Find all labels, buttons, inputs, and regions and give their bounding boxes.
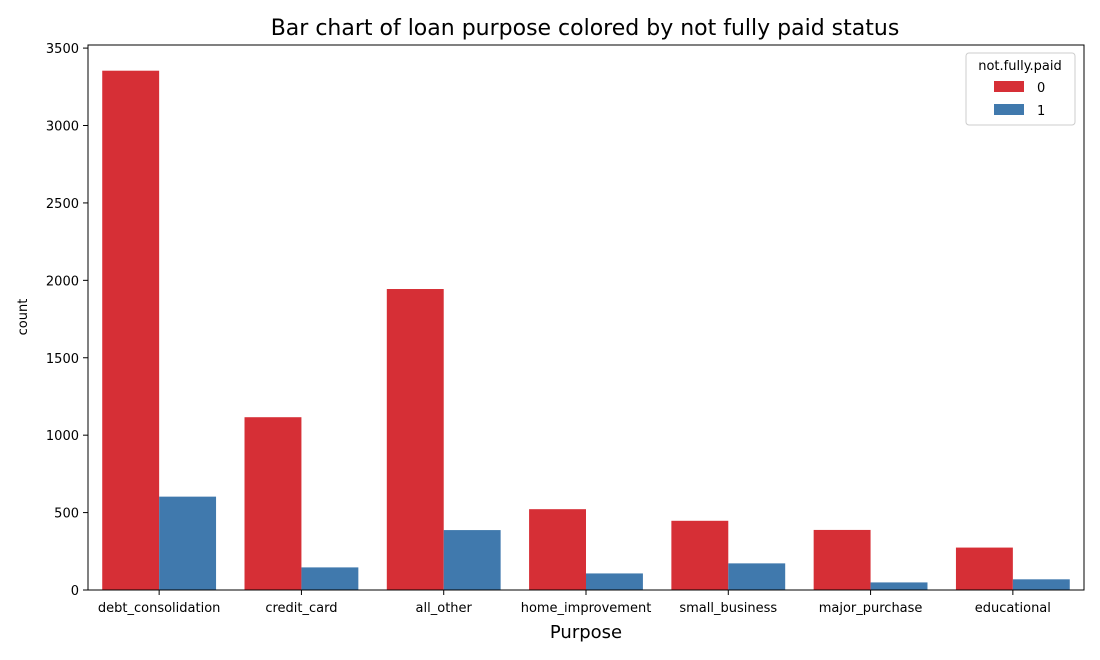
x-tick-label: credit_card <box>265 601 337 616</box>
y-tick-label: 2500 <box>46 197 79 212</box>
legend-swatch-1 <box>994 104 1024 115</box>
x-tick-label: small_business <box>679 601 777 616</box>
bar-home-improvement-series-0 <box>529 509 586 590</box>
bar-educational-series-0 <box>955 547 1013 590</box>
x-tick-label: major_purchase <box>819 601 923 616</box>
bar-all-other-series-0 <box>386 289 444 590</box>
y-tick-label: 1000 <box>46 429 79 444</box>
y-axis: 0 500 1000 1500 2000 2500 3000 3500 <box>46 42 88 599</box>
y-tick-label: 1500 <box>46 352 79 367</box>
legend-label-1: 1 <box>1037 104 1045 119</box>
legend-title: not.fully.paid <box>978 59 1062 74</box>
bar-educational-series-1 <box>1012 579 1070 590</box>
y-tick-label: 2000 <box>46 274 79 289</box>
chart-title: Bar chart of loan purpose colored by not… <box>271 16 900 41</box>
legend: not.fully.paid 0 1 <box>965 52 1076 126</box>
legend-swatch-0 <box>994 81 1024 92</box>
bar-debt-consolidation-series-0 <box>102 70 160 590</box>
bar-small-business-series-1 <box>728 563 786 590</box>
x-tick-label: home_improvement <box>521 601 652 616</box>
x-tick-label: all_other <box>416 601 473 616</box>
bar-credit-card-series-0 <box>244 417 302 590</box>
y-tick-label: 0 <box>71 584 79 599</box>
bar-small-business-series-0 <box>671 520 729 590</box>
plot-frame <box>87 44 1085 591</box>
x-axis-label: Purpose <box>550 622 622 643</box>
bar-all-other-series-1 <box>443 530 501 590</box>
y-tick-label: 500 <box>54 507 79 522</box>
x-tick-label: educational <box>975 601 1051 616</box>
bar-major-purchase-series-0 <box>813 529 871 590</box>
y-axis-label: count <box>16 299 31 336</box>
bar-credit-card-series-1 <box>301 567 359 590</box>
bar-debt-consolidation-series-1 <box>159 496 217 590</box>
y-tick-label: 3000 <box>46 120 79 135</box>
bars-group <box>102 70 1070 590</box>
y-tick-label: 3500 <box>46 42 79 57</box>
bar-major-purchase-series-1 <box>870 582 928 590</box>
bar-home-improvement-series-1 <box>586 573 643 590</box>
legend-label-0: 0 <box>1037 81 1045 96</box>
x-tick-label: debt_consolidation <box>98 601 221 616</box>
x-axis: debt_consolidation credit_card all_other ho… <box>98 590 1051 616</box>
